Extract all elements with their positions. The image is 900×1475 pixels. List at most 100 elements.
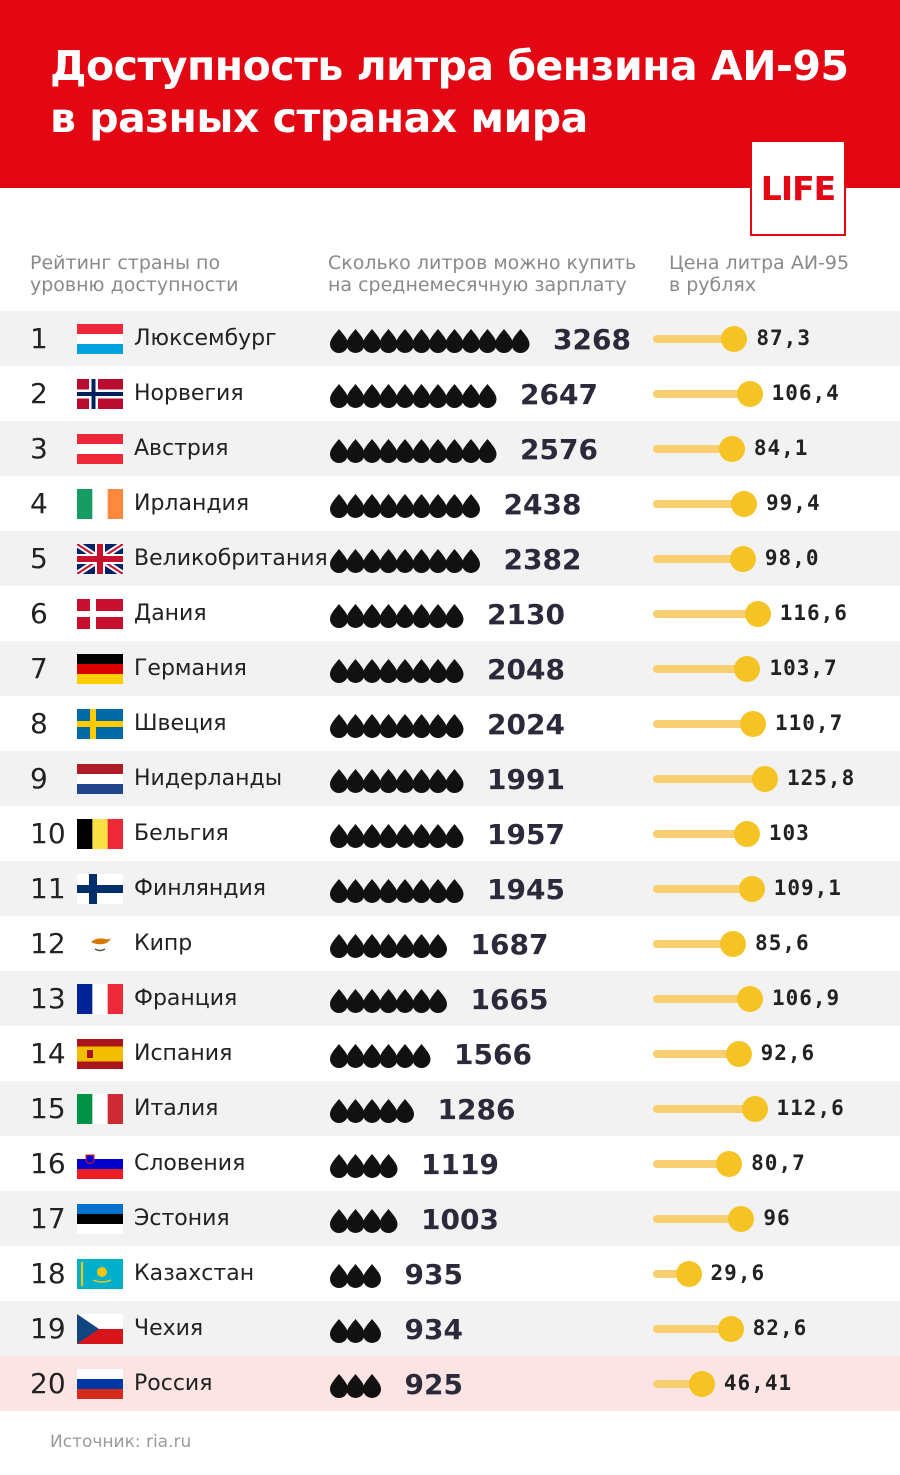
fuel-drop-icon xyxy=(445,824,464,848)
table-row: 5 Великобритания 2382 98,0 xyxy=(0,531,900,586)
fuel-drop-icon xyxy=(412,934,431,958)
fuel-drop-icon xyxy=(412,604,431,628)
price-value: 116,6 xyxy=(779,601,848,625)
price-value: 92,6 xyxy=(760,1041,816,1065)
table-row: 11 Финляндия 1945 109,1 xyxy=(0,861,900,916)
fuel-drop-icon xyxy=(412,989,431,1013)
rank-number: 3 xyxy=(30,432,48,465)
fuel-drop-icon xyxy=(346,934,365,958)
fuel-drop-icon xyxy=(445,714,464,738)
table-row: 19 Чехия 934 82,6 xyxy=(0,1301,900,1356)
drop-icons xyxy=(330,879,464,903)
price-dot xyxy=(741,1096,768,1122)
drop-icons xyxy=(330,549,480,573)
fuel-drop-icon xyxy=(363,494,381,518)
fuel-drop-icon xyxy=(346,549,365,573)
drop-icons xyxy=(330,1154,398,1178)
country-name: Испания xyxy=(134,1041,233,1066)
price-value: 84,1 xyxy=(753,436,809,460)
fuel-drop-icon xyxy=(429,934,447,958)
drop-icons xyxy=(330,659,464,683)
fuel-drop-icon xyxy=(412,384,431,408)
liters-value: 2048 xyxy=(487,653,565,686)
rank-number: 8 xyxy=(30,707,48,740)
fuel-drop-icon xyxy=(330,1209,348,1233)
column-header-liters: Сколько литров можно купить на среднемес… xyxy=(328,252,637,296)
fuel-drop-icon xyxy=(462,329,480,353)
fuel-drop-icon xyxy=(412,494,431,518)
fuel-drop-icon xyxy=(346,329,365,353)
country-name: Ирландия xyxy=(134,491,250,516)
fuel-drop-icon xyxy=(445,769,464,793)
fuel-drop-icon xyxy=(396,1044,414,1068)
luxembourg-flag xyxy=(77,324,123,355)
fuel-drop-icon xyxy=(363,384,381,408)
netherlands-flag xyxy=(77,764,123,795)
liters-value: 1665 xyxy=(470,983,549,1016)
rank-number: 17 xyxy=(30,1202,66,1235)
fuel-drop-icon xyxy=(330,549,348,573)
fuel-drop-icon xyxy=(445,659,464,683)
fuel-drop-icon xyxy=(330,1154,348,1178)
france-flag xyxy=(77,984,124,1014)
country-name: Италия xyxy=(134,1096,219,1121)
fuel-drop-icon xyxy=(363,1099,381,1123)
fuel-drop-icon xyxy=(429,384,447,408)
fuel-drop-icon xyxy=(429,879,447,903)
country-name: Норвегия xyxy=(134,381,244,406)
fuel-drop-icon xyxy=(429,604,447,628)
fuel-drop-icon xyxy=(511,329,530,353)
price-value: 106,4 xyxy=(771,381,840,405)
drop-icons xyxy=(330,384,497,408)
price-value: 96 xyxy=(763,1206,791,1230)
fuel-drop-icon xyxy=(396,769,414,793)
fuel-drop-icon xyxy=(346,384,365,408)
table-row: 6 Дания 2130 116,6 xyxy=(0,586,900,641)
price-value: 103 xyxy=(768,821,810,845)
price-bar xyxy=(653,1270,689,1278)
fuel-drop-icon xyxy=(330,769,348,793)
denmark-flag xyxy=(77,599,123,629)
fuel-drop-icon xyxy=(478,329,497,353)
price-dot xyxy=(738,876,765,902)
price-value: 109,1 xyxy=(773,876,842,900)
germany-flag xyxy=(77,654,123,685)
belgium-flag xyxy=(77,819,124,849)
price-dot xyxy=(731,491,758,517)
liters-value: 2024 xyxy=(487,708,565,741)
fuel-drop-icon xyxy=(462,549,480,573)
rank-number: 19 xyxy=(30,1312,66,1345)
liters-value: 1119 xyxy=(421,1148,499,1181)
fuel-drop-icon xyxy=(445,439,464,463)
table-row: 14 Испания 1566 92,6 xyxy=(0,1026,900,1081)
fuel-drop-icon xyxy=(363,989,381,1013)
fuel-drop-icon xyxy=(346,879,365,903)
fuel-drop-icon xyxy=(462,494,480,518)
fuel-drop-icon xyxy=(379,329,398,353)
fuel-drop-icon xyxy=(429,989,447,1013)
fuel-drop-icon xyxy=(346,769,365,793)
fuel-drop-icon xyxy=(429,549,447,573)
rank-number: 18 xyxy=(30,1257,66,1290)
rank-number: 4 xyxy=(30,487,48,520)
rank-number: 7 xyxy=(30,652,48,685)
header-banner: Доступность литра бензина АИ-95 в разных… xyxy=(0,0,900,188)
country-name: Великобритания xyxy=(134,546,328,571)
fuel-drop-icon xyxy=(330,1319,348,1343)
drop-icons xyxy=(330,604,464,628)
column-header-price: Цена литра АИ-95 в рублях xyxy=(669,252,850,296)
fuel-drop-icon xyxy=(330,989,348,1013)
fuel-drop-icon xyxy=(379,1099,398,1123)
fuel-drop-icon xyxy=(412,329,431,353)
fuel-drop-icon xyxy=(429,769,447,793)
ireland-flag xyxy=(77,489,124,519)
drop-icons xyxy=(330,989,447,1013)
price-value: 125,8 xyxy=(787,766,856,790)
fuel-drop-icon xyxy=(412,659,431,683)
fuel-drop-icon xyxy=(363,1374,381,1398)
fuel-drop-icon xyxy=(363,329,381,353)
price-value: 87,3 xyxy=(756,326,811,350)
fuel-drop-icon xyxy=(363,1264,381,1288)
drop-icons xyxy=(330,1044,431,1068)
fuel-drop-icon xyxy=(379,824,398,848)
